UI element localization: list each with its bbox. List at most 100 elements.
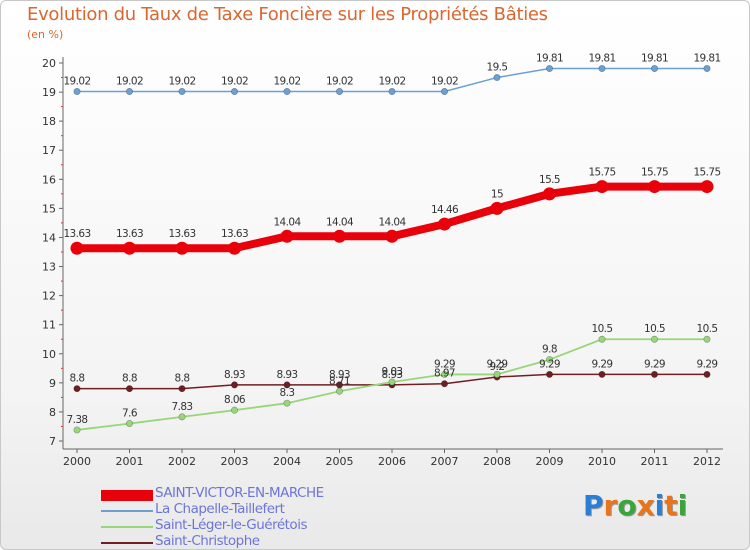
data-label: 19.02 (273, 75, 300, 87)
y-tick-label: 11 (42, 319, 56, 332)
data-point (231, 381, 239, 389)
data-label: 9.03 (382, 366, 403, 378)
data-label: 9.8 (542, 344, 557, 356)
data-point (283, 381, 291, 389)
data-point (545, 65, 553, 73)
data-point (70, 241, 84, 255)
data-label: 14.04 (378, 216, 406, 228)
data-point (283, 87, 291, 95)
data-point (598, 335, 606, 343)
data-label: 8.97 (434, 368, 455, 380)
x-tick-label: 2009 (536, 455, 564, 468)
data-point (335, 87, 343, 95)
legend-swatch (101, 542, 153, 544)
x-tick-label: 2006 (378, 455, 406, 468)
data-point (231, 406, 239, 414)
data-point (388, 378, 396, 386)
y-tick-label: 20 (42, 57, 56, 70)
data-label: 9.29 (644, 358, 665, 370)
data-label: 8.93 (329, 369, 350, 381)
data-point (231, 87, 239, 95)
y-tick-label: 7 (49, 435, 56, 448)
data-label: 19.81 (536, 53, 563, 65)
data-point (73, 385, 81, 393)
data-point (178, 87, 186, 95)
x-tick-label: 2007 (431, 455, 459, 468)
data-point (598, 65, 606, 73)
data-point (490, 201, 504, 215)
unit-label: (en %) (27, 28, 64, 41)
data-label: 15.75 (693, 167, 720, 179)
y-tick-label: 8 (49, 406, 56, 419)
x-tick-label: 2004 (273, 455, 301, 468)
data-point (545, 356, 553, 364)
data-point (178, 413, 186, 421)
data-point (440, 380, 448, 388)
data-label: 19.02 (326, 75, 353, 87)
data-point (73, 87, 81, 95)
data-label: 7.38 (67, 414, 88, 426)
x-tick-label: 2003 (221, 455, 249, 468)
data-point (385, 229, 399, 243)
data-point (126, 420, 134, 428)
data-point (648, 180, 661, 194)
legend-swatch (101, 490, 153, 501)
data-label: 19.02 (63, 75, 90, 87)
data-label: 19.81 (693, 53, 720, 65)
data-label: 19.02 (378, 75, 405, 87)
y-tick-label: 9 (49, 377, 56, 390)
data-point (440, 370, 448, 378)
data-label: 7.83 (172, 401, 193, 413)
data-label: 19.02 (431, 75, 458, 87)
y-tick-label: 18 (42, 115, 56, 128)
data-label: 15 (491, 188, 503, 200)
legend-label: SAINT-VICTOR-EN-MARCHE (155, 485, 324, 501)
data-point (283, 399, 291, 407)
data-label: 10.5 (644, 323, 665, 335)
data-label: 13.63 (116, 228, 143, 240)
data-point (126, 385, 134, 393)
legend-label: Saint-Christophe (155, 533, 260, 549)
data-point (228, 241, 241, 255)
data-label: 13.63 (63, 228, 90, 240)
data-label: 9.2 (490, 361, 505, 373)
x-tick-label: 2008 (483, 455, 511, 468)
x-tick-label: 2005 (326, 455, 354, 468)
x-tick-label: 2001 (116, 455, 144, 468)
data-point (598, 370, 606, 378)
data-point (650, 370, 658, 378)
data-label: 14.46 (431, 204, 459, 216)
data-label: 8.06 (224, 394, 246, 406)
legend-swatch (101, 526, 153, 528)
data-label: 15.75 (641, 167, 668, 179)
legend-label: La Chapelle-Taillefert (155, 501, 285, 517)
data-label: 9.29 (539, 358, 560, 370)
y-tick-label: 10 (42, 348, 56, 361)
data-label: 15.75 (588, 167, 615, 179)
y-tick-label: 14 (42, 231, 56, 244)
chart-title: Evolution du Taux de Taxe Foncière sur l… (27, 4, 548, 25)
data-point (543, 187, 556, 201)
y-tick-label: 12 (42, 290, 56, 303)
data-label: 19.02 (116, 75, 143, 87)
data-label: 13.63 (168, 228, 195, 240)
data-point (700, 180, 714, 194)
data-point (493, 74, 501, 82)
x-tick-label: 2000 (63, 455, 91, 468)
data-label: 8.8 (175, 373, 190, 385)
data-label: 8.3 (280, 387, 295, 399)
data-point (126, 87, 134, 95)
x-tick-label: 2010 (588, 455, 616, 468)
data-label: 8.93 (277, 369, 298, 381)
data-label: 19.02 (168, 75, 195, 87)
data-label: 9.29 (592, 358, 613, 370)
data-point (440, 87, 448, 95)
y-tick-label: 13 (42, 261, 56, 274)
data-point (703, 370, 711, 378)
data-label: 8.8 (70, 373, 85, 385)
data-label: 10.5 (697, 323, 718, 335)
x-tick-label: 2012 (693, 455, 721, 468)
data-point (178, 385, 186, 393)
